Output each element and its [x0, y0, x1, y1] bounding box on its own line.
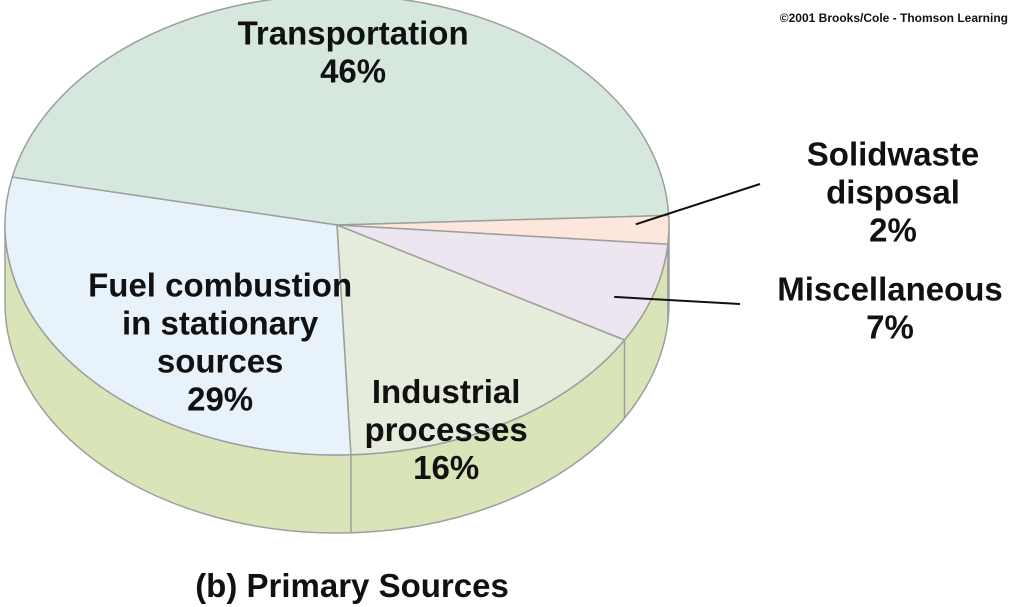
copyright-notice: ©2001 Brooks/Cole - Thomson Learning — [780, 11, 1008, 25]
slice-value: 29% — [187, 381, 253, 418]
pie-slices — [4, 0, 670, 456]
slice-label-line: in stationary — [122, 305, 319, 342]
slice-value: 16% — [413, 449, 479, 486]
slice-label-solidwaste-disposal: Solidwaste disposal 2% — [807, 136, 979, 249]
slice-label-fuel-combustion-in-stationary-sources: Fuel combustion in stationary sources 29% — [88, 267, 352, 418]
leader-line-miscellaneous — [614, 295, 741, 305]
leader-lines — [614, 183, 761, 305]
slice-value: 2% — [869, 212, 917, 249]
slice-value: 7% — [866, 309, 914, 346]
slice-value: 46% — [320, 53, 386, 90]
slice-label-transportation: Transportation 46% — [238, 15, 469, 90]
slice-label-line: Solidwaste — [807, 136, 979, 173]
slice-label-line: disposal — [826, 174, 960, 211]
slice-labels: Transportation 46% Solidwaste disposal 2% Mis… — [88, 15, 1003, 486]
leader-line-solidwaste-disposal — [635, 183, 761, 226]
pie-slice-fuel-combustion-in-stationary-sources — [4, 176, 352, 456]
chart-title: (b) Primary Sources — [195, 567, 509, 604]
slice-label-line: Industrial — [372, 373, 521, 410]
slice-label-line: Miscellaneous — [777, 271, 1003, 308]
slice-label-industrial-processes: Industrial processes 16% — [365, 373, 528, 486]
slice-label-line: Transportation — [238, 15, 469, 52]
pie-slice-transportation — [11, 0, 670, 226]
slice-label-line: Fuel combustion — [88, 267, 352, 304]
slice-label-line: sources — [157, 343, 284, 380]
slice-label-miscellaneous: Miscellaneous 7% — [777, 271, 1003, 346]
pie-slice-industrial-processes — [336, 224, 626, 456]
slice-label-line: processes — [365, 411, 528, 448]
pie-slice-miscellaneous — [336, 224, 669, 341]
